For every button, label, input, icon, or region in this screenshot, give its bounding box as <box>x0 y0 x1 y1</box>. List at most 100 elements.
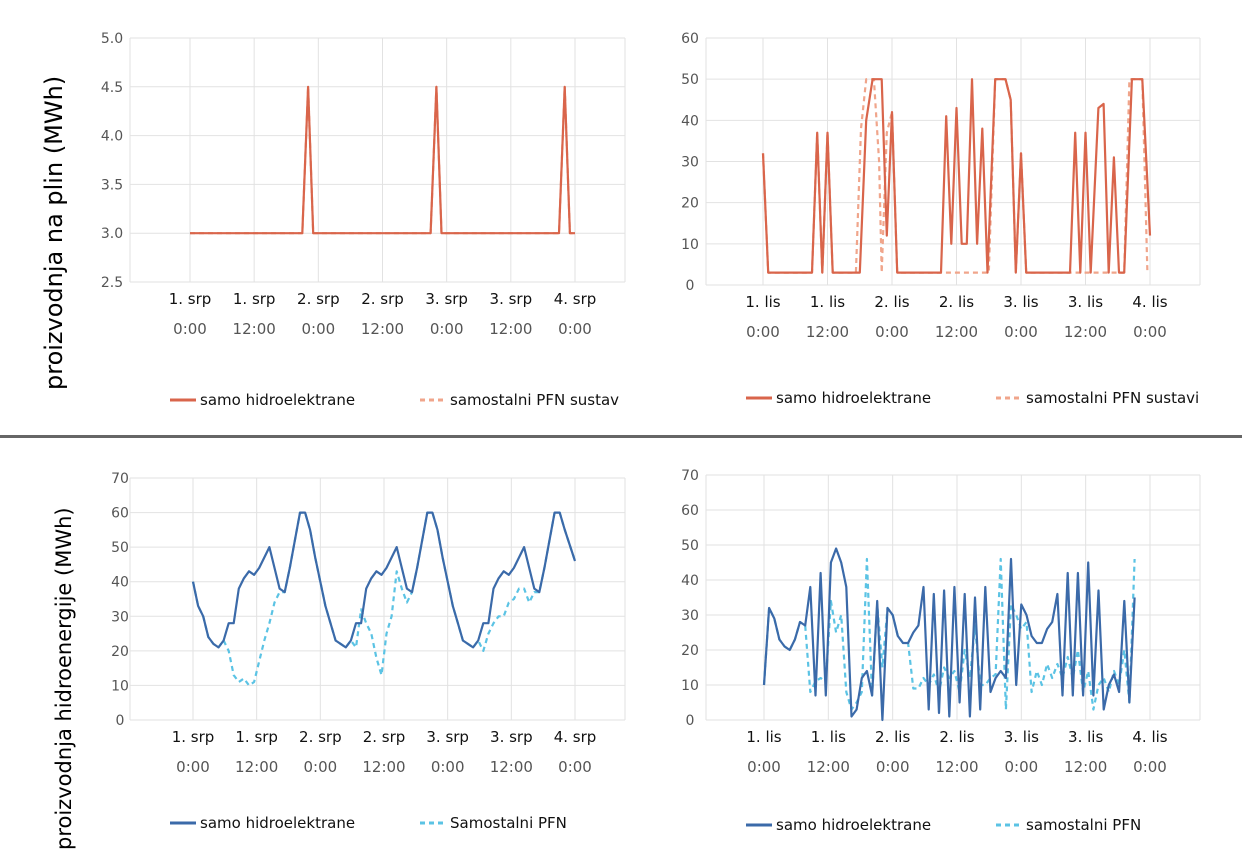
y-tick-label: 60 <box>111 506 129 522</box>
y-tick-label: 30 <box>681 608 699 624</box>
series-line-2 <box>191 511 577 687</box>
y-tick-label: 20 <box>681 196 699 212</box>
x-tick-sublabel: 12:00 <box>807 758 850 776</box>
x-tick-label: 4. srp <box>554 290 597 308</box>
x-tick-label: 3. lis <box>1068 728 1103 746</box>
x-tick-label: 1. lis <box>746 728 781 746</box>
x-tick-sublabel: 0:00 <box>876 758 910 776</box>
x-tick-sublabel: 0:00 <box>1004 323 1038 341</box>
chart-3: 0 10 20 30 40 50 60 70 1. srp 0:00 1. srp 12:00 2. s… <box>111 471 626 832</box>
x-tick-label: 4. lis <box>1132 293 1167 311</box>
series-line-1 <box>761 78 1152 274</box>
x-tick-label: 3. srp <box>426 728 469 746</box>
x-tick-label: 2. lis <box>939 728 974 746</box>
chart-1: 2.5 3.0 3.5 4.0 4.5 5.0 1. srp 0:00 1. srp 12:00 2… <box>101 31 626 409</box>
x-tick-label: 1. lis <box>811 728 846 746</box>
x-tick-sublabel: 0:00 <box>558 758 592 776</box>
x-tick-label: 3. srp <box>425 290 468 308</box>
y-tick-label: 50 <box>111 540 129 556</box>
x-tick-sublabel: 12:00 <box>362 758 405 776</box>
x-tick-label: 2. lis <box>939 293 974 311</box>
y-tick-label: 70 <box>681 468 699 484</box>
y-tick-label: 5.0 <box>101 31 123 47</box>
y-tick-label: 40 <box>111 575 129 591</box>
x-tick-sublabel: 0:00 <box>746 323 780 341</box>
legend-label-1: samo hidroelektrane <box>200 814 355 832</box>
x-tick-sublabel: 12:00 <box>490 758 533 776</box>
x-tick-label: 4. srp <box>554 728 597 746</box>
legend-label-1: samo hidroelektrane <box>776 816 931 834</box>
y-tick-label: 40 <box>681 113 699 129</box>
x-tick-sublabel: 0:00 <box>430 320 464 338</box>
y-tick-label: 20 <box>681 643 699 659</box>
chart-2: 0 10 20 30 40 50 60 1. lis 0:00 1. lis 12:00 2. lis… <box>681 31 1201 407</box>
series-line-1 <box>190 85 575 235</box>
legend-label-2: samostalni PFN sustav <box>450 391 619 409</box>
x-tick-sublabel: 0:00 <box>431 758 465 776</box>
x-tick-label: 2. srp <box>363 728 406 746</box>
y-tick-label: 10 <box>681 678 699 694</box>
x-tick-label: 2. lis <box>874 293 909 311</box>
x-tick-sublabel: 12:00 <box>935 323 978 341</box>
x-tick-label: 3. srp <box>490 290 533 308</box>
x-tick-label: 3. lis <box>1068 293 1103 311</box>
y-tick-label: 50 <box>681 72 699 88</box>
x-tick-sublabel: 0:00 <box>1133 323 1167 341</box>
x-tick-sublabel: 0:00 <box>875 323 909 341</box>
x-tick-label: 1. srp <box>169 290 212 308</box>
x-tick-label: 4. lis <box>1132 728 1167 746</box>
legend-label-2: samostalni PFN <box>1026 816 1141 834</box>
y-tick-label: 0 <box>686 713 695 729</box>
x-tick-sublabel: 12:00 <box>1064 758 1107 776</box>
legend-label-2: samostalni PFN sustavi <box>1026 389 1199 407</box>
y-tick-label: 30 <box>681 155 699 171</box>
x-tick-sublabel: 0:00 <box>558 320 592 338</box>
x-tick-label: 3. lis <box>1004 728 1039 746</box>
y-tick-label: 50 <box>681 538 699 554</box>
y-tick-label: 10 <box>111 678 129 694</box>
x-tick-label: 1. srp <box>233 290 276 308</box>
x-tick-label: 1. lis <box>810 293 845 311</box>
divider <box>0 435 1242 438</box>
y-tick-label: 0 <box>116 713 125 729</box>
x-tick-sublabel: 12:00 <box>361 320 404 338</box>
x-tick-label: 2. srp <box>297 290 340 308</box>
y-tick-label: 10 <box>681 237 699 253</box>
x-tick-label: 2. lis <box>875 728 910 746</box>
y-tick-label: 70 <box>111 471 129 487</box>
x-tick-sublabel: 12:00 <box>935 758 978 776</box>
x-tick-label: 3. lis <box>1003 293 1038 311</box>
y-tick-label: 40 <box>681 573 699 589</box>
y-tick-label: 30 <box>111 609 129 625</box>
y-tick-label: 4.0 <box>101 129 123 145</box>
y-tick-label: 20 <box>111 644 129 660</box>
x-tick-label: 3. srp <box>490 728 533 746</box>
y-tick-label: 60 <box>681 503 699 519</box>
x-tick-label: 2. srp <box>361 290 404 308</box>
y-tick-label: 2.5 <box>101 275 123 291</box>
legend-label-2: Samostalni PFN <box>450 814 567 832</box>
series-line-1 <box>762 547 1136 722</box>
x-tick-sublabel: 0:00 <box>303 758 337 776</box>
x-tick-sublabel: 0:00 <box>173 320 207 338</box>
y-tick-label: 4.5 <box>101 80 123 96</box>
x-tick-sublabel: 12:00 <box>806 323 849 341</box>
x-tick-sublabel: 0:00 <box>176 758 210 776</box>
x-tick-label: 2. srp <box>299 728 342 746</box>
chart-4: 0 10 20 30 40 50 60 70 1. lis 0:00 1. lis 12:00 2. l… <box>681 468 1201 834</box>
x-tick-sublabel: 0:00 <box>301 320 335 338</box>
y-tick-label: 60 <box>681 31 699 47</box>
x-tick-label: 1. srp <box>172 728 215 746</box>
x-tick-sublabel: 0:00 <box>747 758 781 776</box>
y-tick-label: 3.0 <box>101 226 123 242</box>
x-tick-sublabel: 0:00 <box>1133 758 1167 776</box>
x-tick-label: 1. srp <box>235 728 278 746</box>
x-tick-sublabel: 12:00 <box>489 320 532 338</box>
series-line-1 <box>191 511 577 649</box>
x-tick-sublabel: 0:00 <box>1004 758 1038 776</box>
x-tick-sublabel: 12:00 <box>235 758 278 776</box>
y-tick-label: 3.5 <box>101 177 123 193</box>
legend-label-1: samo hidroelektrane <box>200 391 355 409</box>
